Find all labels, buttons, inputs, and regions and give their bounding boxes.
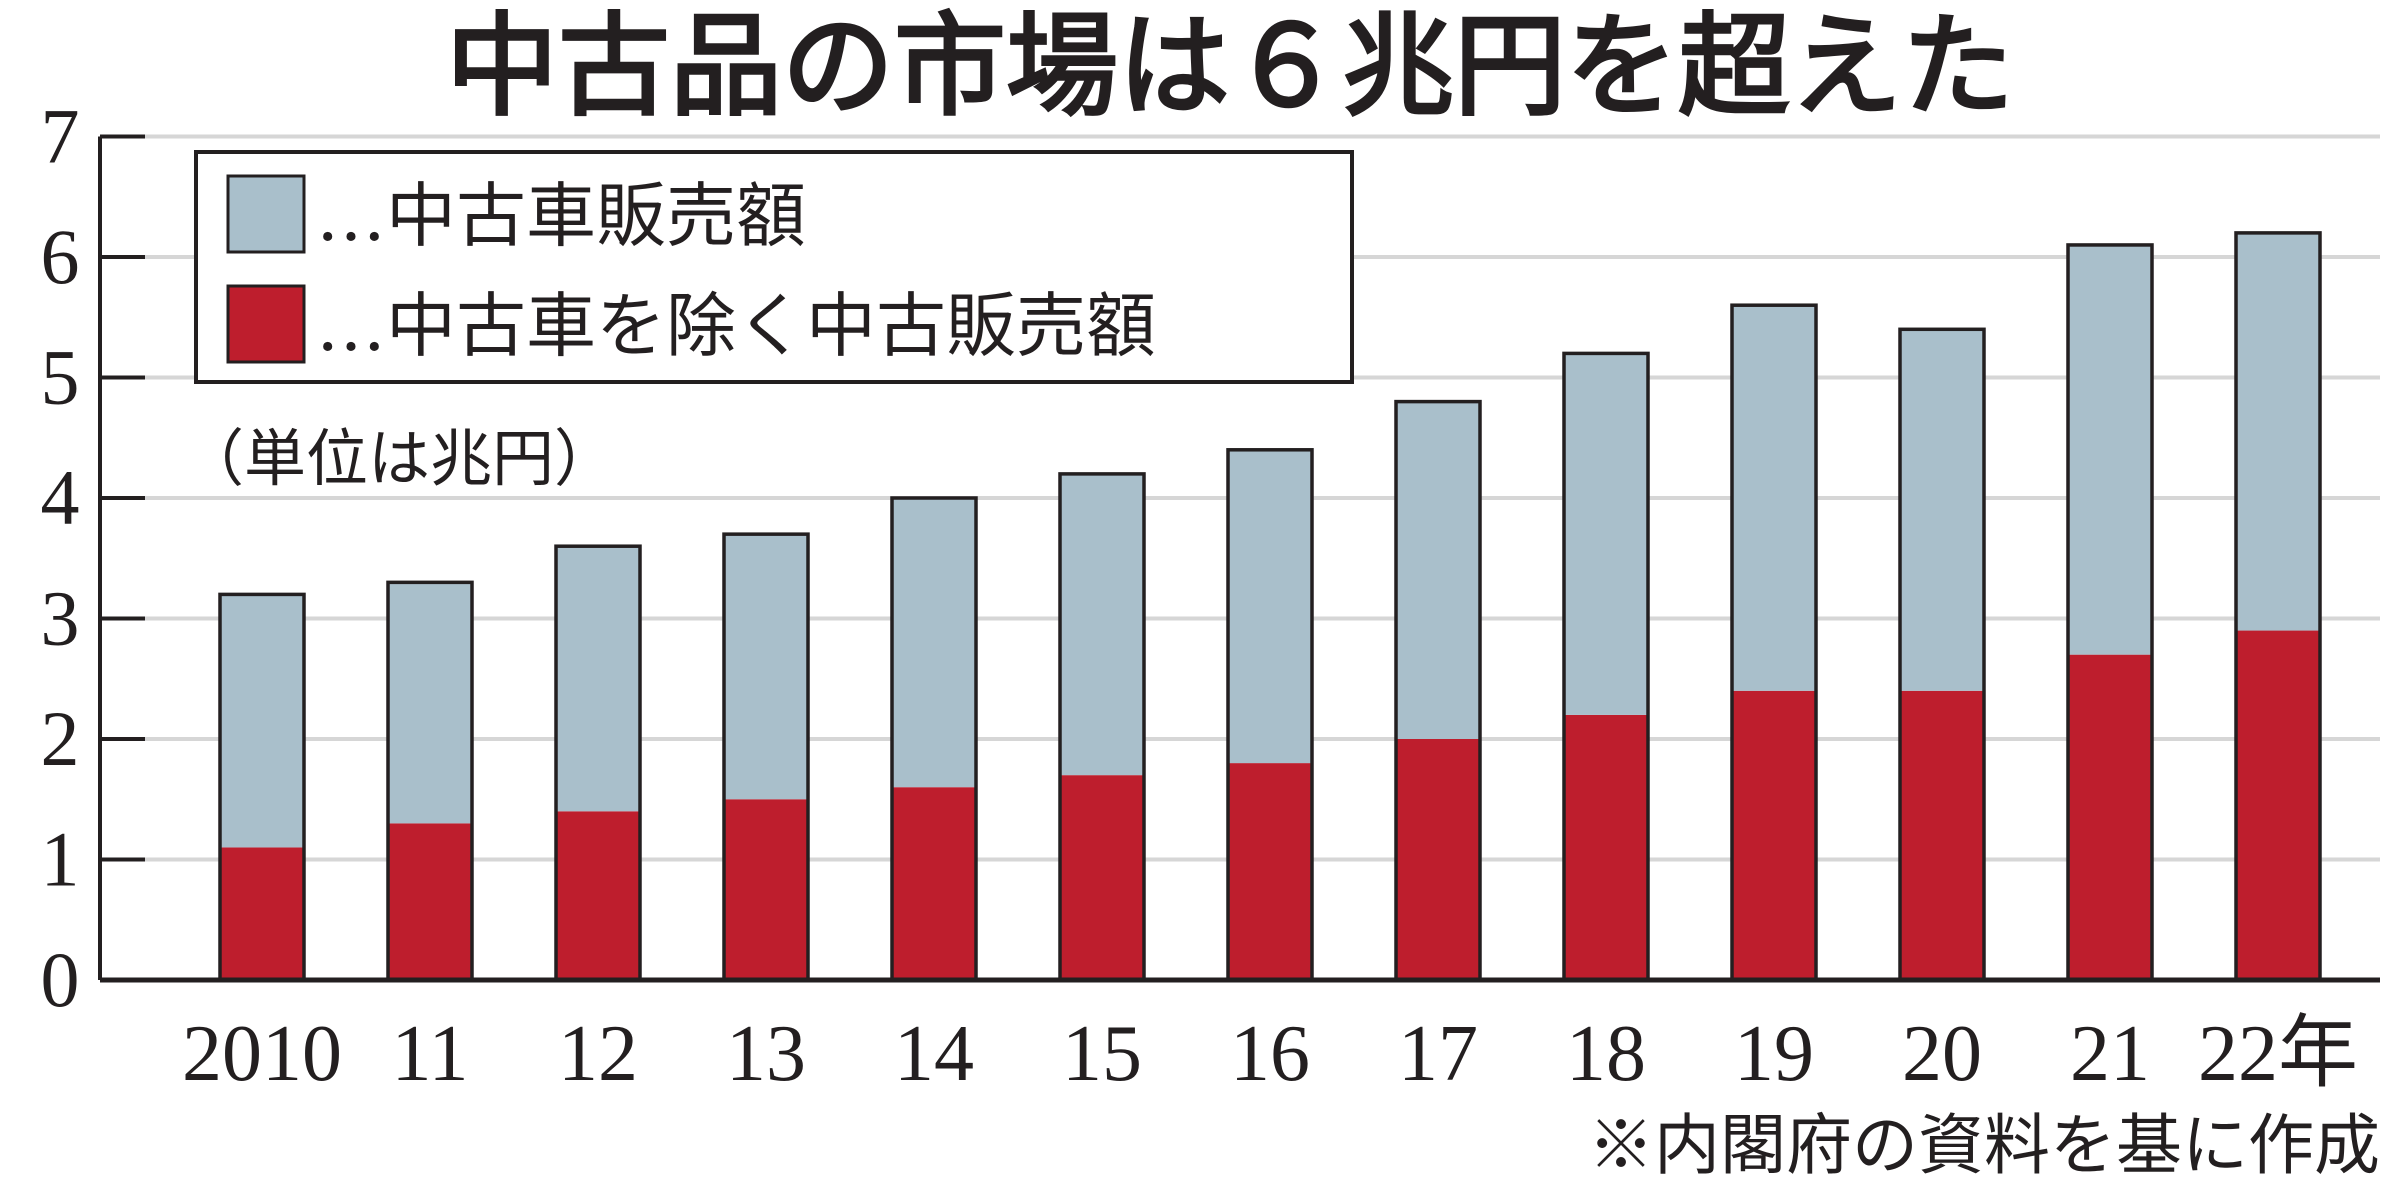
y-tick-label: 4 [41,454,80,541]
x-tick-label: 11 [391,1010,468,1098]
legend-swatch-other-used [226,284,306,364]
bar-segment-used-car [2236,232,2320,631]
bar-segment-other-used [1396,739,1480,980]
x-tick-label: 13 [726,1010,806,1098]
bar-segment-other-used [724,799,808,980]
x-tick-label: 21 [2070,1010,2150,1098]
bar-segment-other-used [2236,630,2320,980]
bar-segment-used-car [1228,449,1312,764]
bar-segment-other-used [1900,690,1984,980]
bar-segment-other-used [1732,690,1816,980]
bar-segment-used-car [2068,244,2152,655]
x-tick-label: 20 [1902,1010,1982,1098]
bar-segment-used-car [1396,401,1480,739]
x-tick-label: 19 [1734,1010,1814,1098]
bar-segment-used-car [556,546,640,812]
legend-label-other-used: …中古車を除く中古販売額 [316,285,1156,367]
axes [98,134,2380,983]
bar-segment-used-car [388,582,472,824]
y-tick-label: 6 [41,213,80,300]
bar-segment-used-car [1060,473,1144,776]
bar-segment-used-car [1900,329,1984,691]
x-tick-label: 2010 [182,1010,342,1098]
legend: …中古車販売額 …中古車を除く中古販売額 [194,150,1354,384]
x-tick-label: 16 [1230,1010,1310,1098]
bar-segment-used-car [1732,305,1816,691]
x-tick-label: 18 [1566,1010,1646,1098]
legend-swatch-used-car [226,174,306,254]
y-tick-label: 5 [41,334,80,421]
legend-label-used-car: …中古車販売額 [316,175,806,257]
bar-segment-used-car [724,534,808,800]
x-tick-label: 22年 [2198,1010,2358,1098]
x-tick-label: 12 [558,1010,638,1098]
x-tick-label: 17 [1398,1010,1478,1098]
unit-note: （単位は兆円） [182,422,616,495]
chart-title: 中古品の市場は６兆円を超えた [446,2,2014,132]
bar-segment-used-car [1564,353,1648,715]
bar-segment-other-used [892,787,976,980]
x-tick-label: 15 [1062,1010,1142,1098]
bar-segment-other-used [220,847,304,980]
bar-segment-used-car [220,594,304,848]
bar-segment-other-used [1228,763,1312,980]
y-tick-label: 3 [41,575,80,662]
bar-segment-other-used [1060,775,1144,980]
source-note: ※内閣府の資料を基に作成 [1588,1107,2380,1184]
bar-segment-other-used [2068,654,2152,980]
bar-segment-other-used [1564,714,1648,980]
bars [218,231,2322,982]
legend-frame [194,150,1354,384]
y-tick-label: 1 [41,816,80,903]
bar-segment-other-used [556,811,640,980]
y-tick-label: 0 [41,936,80,1023]
bar-segment-other-used [388,823,472,980]
y-tick-label: 2 [41,695,80,782]
bar-segment-used-car [892,498,976,788]
y-tick-label: 7 [41,93,80,180]
x-tick-label: 14 [894,1010,974,1098]
